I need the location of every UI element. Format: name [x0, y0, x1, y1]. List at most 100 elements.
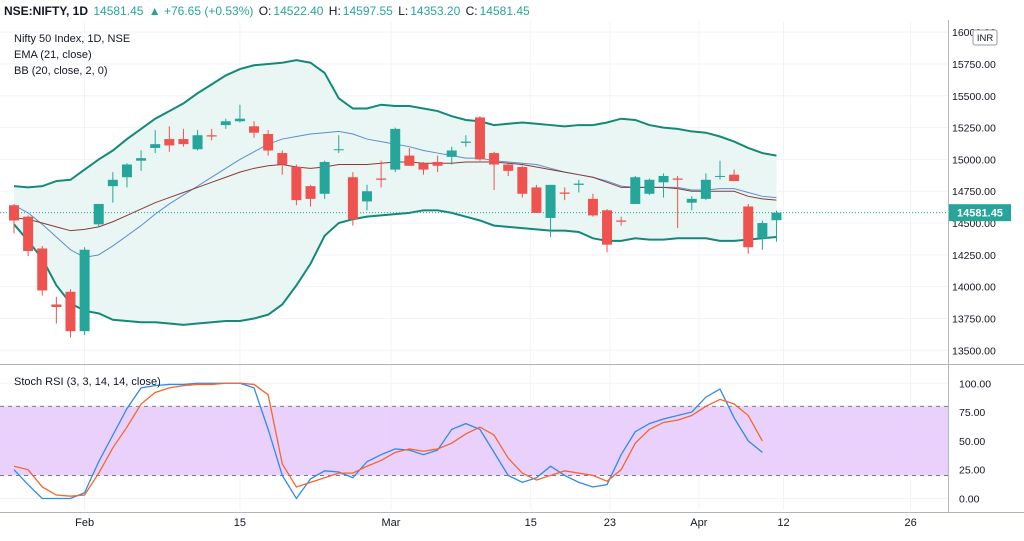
- time-tick-label: 26: [904, 517, 916, 529]
- low-label: L:: [398, 4, 409, 18]
- candle-body: [277, 153, 288, 165]
- price-axes: 16000.0015750.0015500.0015250.0015000.00…: [0, 20, 1024, 513]
- candle-body: [474, 117, 485, 160]
- time-tick-label: Mar: [382, 517, 401, 529]
- candle-body: [715, 175, 725, 177]
- price-tick-label: 13500.00: [952, 345, 996, 357]
- candlestick-series: [9, 104, 782, 338]
- high-label: H:: [328, 4, 341, 18]
- candle: [573, 179, 584, 193]
- candle: [121, 163, 132, 188]
- legend-ema: EMA (21, close): [14, 49, 92, 61]
- candle-body: [390, 128, 401, 170]
- candle: [178, 128, 189, 147]
- candle-body: [249, 126, 260, 133]
- stoch-tick-label: 50.00: [959, 436, 985, 448]
- time-tick-label: 15: [525, 517, 537, 529]
- candle: [602, 209, 613, 253]
- candle: [587, 193, 598, 217]
- candle-body: [672, 178, 683, 180]
- candle-body: [51, 304, 62, 308]
- currency-label: INR: [977, 33, 994, 44]
- stoch-d-line: [13, 382, 763, 497]
- currency-badge[interactable]: INR: [972, 29, 998, 46]
- candle: [206, 128, 217, 141]
- stoch-tick-label: 75.00: [959, 407, 985, 419]
- candle-body: [192, 135, 203, 150]
- price-tick-label: 14750.00: [952, 186, 996, 198]
- candle-body: [220, 121, 231, 126]
- close-label: C:: [465, 4, 478, 18]
- candle-body: [9, 205, 19, 221]
- candle-body: [234, 118, 245, 122]
- price-tick-label: 15750.00: [952, 59, 996, 71]
- candle-body: [404, 155, 415, 166]
- low-value: 14353.20: [410, 4, 461, 18]
- candle: [700, 173, 711, 201]
- stoch-band-zone: [0, 406, 948, 476]
- candle: [51, 296, 62, 324]
- price-tick-label: 15000.00: [952, 154, 996, 166]
- candle-body: [460, 141, 471, 143]
- legend-bb: BB (20, close, 2, 0): [14, 65, 108, 77]
- candle-body: [729, 174, 740, 182]
- candle-body: [376, 178, 387, 180]
- candle-body: [37, 248, 48, 291]
- time-axis: Feb 15 Mar 15 23 Apr 12 26: [75, 517, 917, 529]
- candle-body: [602, 210, 613, 245]
- candle: [404, 147, 415, 166]
- candle-body: [743, 206, 754, 248]
- candle: [37, 245, 48, 296]
- candle: [319, 160, 330, 199]
- candle-body: [616, 220, 627, 222]
- price-change: ▲ +76.65 (+0.53%): [148, 4, 254, 18]
- candle: [432, 155, 443, 173]
- last-price-tag: 14581.45: [949, 204, 1011, 222]
- time-tick-label: 12: [777, 517, 789, 529]
- time-tick-label: Feb: [75, 517, 94, 529]
- candle-body: [531, 187, 542, 213]
- time-tick-label: Apr: [690, 517, 707, 529]
- candle-body: [503, 164, 514, 171]
- candle: [23, 215, 34, 257]
- candle-body: [686, 198, 697, 203]
- bb-upper-line: [13, 59, 777, 189]
- time-tick-label: 15: [234, 517, 246, 529]
- legend-stoch-rsi: Stoch RSI (3, 3, 14, 14, close): [14, 376, 161, 388]
- candle-body: [93, 203, 104, 225]
- candle-body: [333, 149, 344, 151]
- candle: [305, 184, 316, 207]
- candle: [249, 121, 260, 138]
- candle-body: [23, 216, 34, 252]
- candle: [79, 247, 90, 336]
- candle-body: [305, 186, 316, 199]
- stoch-tick-label: 25.00: [959, 465, 985, 477]
- candle-body: [178, 139, 189, 145]
- candle: [234, 104, 245, 123]
- symbol-label[interactable]: NSE:NIFTY, 1D: [4, 4, 89, 18]
- bollinger-fill: [14, 60, 777, 325]
- candle-body: [545, 184, 556, 218]
- chart-area[interactable]: 16000.0015750.0015500.0015250.0015000.00…: [0, 20, 1024, 541]
- candle: [347, 172, 358, 226]
- stoch-rsi-pane: [0, 382, 948, 500]
- candle: [263, 130, 274, 156]
- legend-title: Nifty 50 Index, 1D, NSE: [14, 33, 130, 45]
- candle: [489, 151, 500, 190]
- candle: [192, 130, 203, 151]
- candle-body: [517, 167, 528, 194]
- bb-lower-line: [13, 209, 777, 326]
- bollinger-band-area: [14, 60, 777, 325]
- candle: [150, 130, 161, 154]
- candle-body: [573, 183, 584, 185]
- candle-body: [136, 158, 147, 161]
- candle: [503, 163, 514, 176]
- candle-body: [658, 175, 669, 183]
- candle: [630, 175, 641, 204]
- candle-body: [121, 164, 132, 178]
- candle: [474, 116, 485, 161]
- price-tick-label: 15500.00: [952, 91, 996, 103]
- candle-body: [291, 167, 302, 201]
- candle-body: [432, 161, 443, 166]
- candle: [743, 203, 754, 254]
